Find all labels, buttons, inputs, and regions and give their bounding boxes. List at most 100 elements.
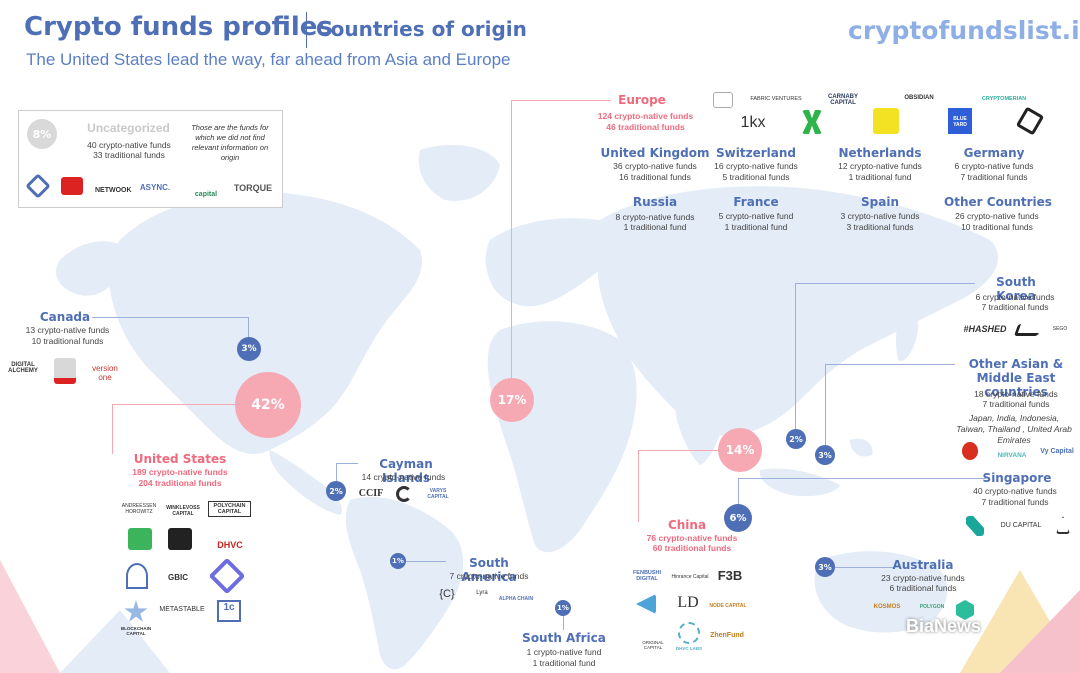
uncategorized-title: Uncategorized <box>87 121 170 135</box>
country-crypto: 8 crypto-native funds <box>615 212 695 222</box>
singapore-crypto: 40 crypto-native funds <box>973 486 1057 496</box>
fund-logo-icon <box>396 486 412 502</box>
singapore-traditional: 7 traditional funds <box>981 497 1049 507</box>
fund-logo: GBIC <box>168 573 188 582</box>
country-traditional: 16 traditional funds <box>619 172 691 182</box>
fund-logo: 1c <box>217 600 241 622</box>
country-title: United Kingdom <box>600 146 710 160</box>
fund-logo: DHVC LABS <box>675 646 703 651</box>
leader-line <box>738 478 986 504</box>
region-title-canada: Canada <box>39 310 91 324</box>
fund-logo: Lyra <box>476 590 488 596</box>
us-crypto: 189 crypto-native funds <box>132 467 228 477</box>
fund-logo: 1kx <box>740 114 766 131</box>
region-title-singapore: Singapore <box>982 471 1052 485</box>
other-asian-percent: 3% <box>815 445 835 465</box>
leader-line <box>112 404 236 454</box>
leader-line <box>92 317 249 339</box>
other-asian-note: Japan, India, Indonesia, Taiwan, Thailan… <box>956 413 1072 445</box>
fund-logo-icon <box>873 108 899 134</box>
fund-logo: VARYS CAPITAL <box>427 488 449 500</box>
leader-line <box>406 561 446 562</box>
region-title-australia: Australia <box>892 558 954 572</box>
fund-logo: Vy Capital <box>1040 448 1074 455</box>
uncategorized-note: Those are the funds for which we did not… <box>191 123 269 162</box>
country-crypto: 26 crypto-native funds <box>955 211 1039 221</box>
fund-logo: OBSIDIAN <box>904 95 934 101</box>
other-asian-crypto: 18 crypto-native funds <box>974 389 1058 399</box>
region-title-other-asian: Other Asian & Middle East countries <box>968 357 1064 399</box>
us-percent: 42% <box>235 372 301 438</box>
fund-logo: CARNABY CAPITAL <box>828 94 858 106</box>
leader-line <box>638 450 718 522</box>
fund-logo: NETWOOK <box>95 187 132 194</box>
fund-logo-icon <box>61 177 83 195</box>
country-title: Switzerland <box>716 146 796 160</box>
fund-logo: SEGO <box>1052 326 1068 332</box>
uncategorized-crypto: 40 crypto-native funds <box>87 140 171 150</box>
fund-logo: NODE CAPITAL <box>709 603 747 609</box>
south-africa-crypto: 1 crypto-native fund <box>526 647 602 657</box>
fund-logo: {C} <box>439 588 455 600</box>
leader-line <box>511 100 611 378</box>
fund-logo-icon <box>168 528 192 550</box>
leader-line <box>825 364 955 445</box>
europe-percent: 17% <box>490 378 534 422</box>
china-percent: 14% <box>718 428 762 472</box>
south-korea-traditional: 7 traditional funds <box>981 302 1049 312</box>
country-title: Netherlands <box>838 146 922 160</box>
fund-logo-icon <box>678 622 700 644</box>
region-title-cayman: Cayman Islands <box>379 457 433 485</box>
fund-logo: ORIGINAL CAPITAL <box>642 640 664 650</box>
fund-logo: FENBUSHI DIGITAL <box>632 570 662 582</box>
leader-line <box>336 463 358 481</box>
fund-logo: Hinrance Capital <box>671 574 709 580</box>
fund-logo: ZhenFund <box>710 632 744 639</box>
page-title: Crypto funds profiles <box>24 12 333 42</box>
fund-logo: capital <box>194 191 218 198</box>
fund-logo-icon <box>128 528 152 550</box>
fund-logo: POLYGON <box>919 604 945 610</box>
canada-traditional: 10 traditional funds <box>31 336 104 346</box>
canada-percent: 3% <box>237 337 261 361</box>
leader-line <box>563 616 564 630</box>
singapore-percent: 6% <box>724 504 752 532</box>
page-tagline: The United States lead the way, far ahea… <box>26 50 511 69</box>
country-traditional: 1 traditional fund <box>848 172 912 182</box>
fund-logo: #HASHED <box>963 324 1007 334</box>
south-america-percent: 1% <box>390 553 406 569</box>
fund-logo: version one <box>92 364 118 382</box>
country-title: Other Countries <box>944 195 1052 209</box>
fund-logo: DHVC <box>217 540 243 550</box>
fund-logo-icon <box>126 563 148 589</box>
title-divider <box>306 12 307 48</box>
country-title: Germany <box>963 146 1025 160</box>
region-title-south-america: South America <box>461 556 517 584</box>
fund-logo: FABRIC VENTURES <box>750 96 802 102</box>
fund-logo: CCIF <box>358 488 384 499</box>
region-title-us: United States <box>133 452 227 466</box>
fund-logo: CRYPTOMERIAN <box>981 96 1027 102</box>
country-traditional: 10 traditional funds <box>961 222 1033 232</box>
other-asian-traditional: 7 traditional funds <box>982 399 1050 409</box>
country-title: Russia <box>632 195 678 209</box>
fund-logo: WINKLEVOSS CAPITAL <box>166 505 200 517</box>
country-title: Spain <box>861 195 899 209</box>
brand-logo[interactable]: cryptofundslist.io <box>848 16 1080 45</box>
fund-logo: ALPHA CHAIN <box>498 596 534 602</box>
fund-logo-icon <box>25 173 51 199</box>
region-title-south-africa: South Africa <box>522 631 606 645</box>
country-crypto: 16 crypto-native funds <box>714 161 798 171</box>
fund-logo: F3B <box>717 568 743 583</box>
south-korea-percent: 2% <box>786 429 806 449</box>
leader-line <box>795 283 975 429</box>
country-crypto: 6 crypto-native funds <box>954 161 1034 171</box>
fund-logo-icon <box>956 600 974 620</box>
australia-crypto: 23 crypto-native funds <box>881 573 965 583</box>
fund-logo: DIGITAL ALCHEMY <box>8 362 38 374</box>
uncategorized-traditional: 33 traditional funds <box>93 150 165 160</box>
country-title: France <box>733 195 779 209</box>
fund-logo-icon <box>1013 324 1043 336</box>
cayman-percent: 2% <box>326 481 346 501</box>
canada-crypto: 13 crypto-native funds <box>25 325 110 335</box>
